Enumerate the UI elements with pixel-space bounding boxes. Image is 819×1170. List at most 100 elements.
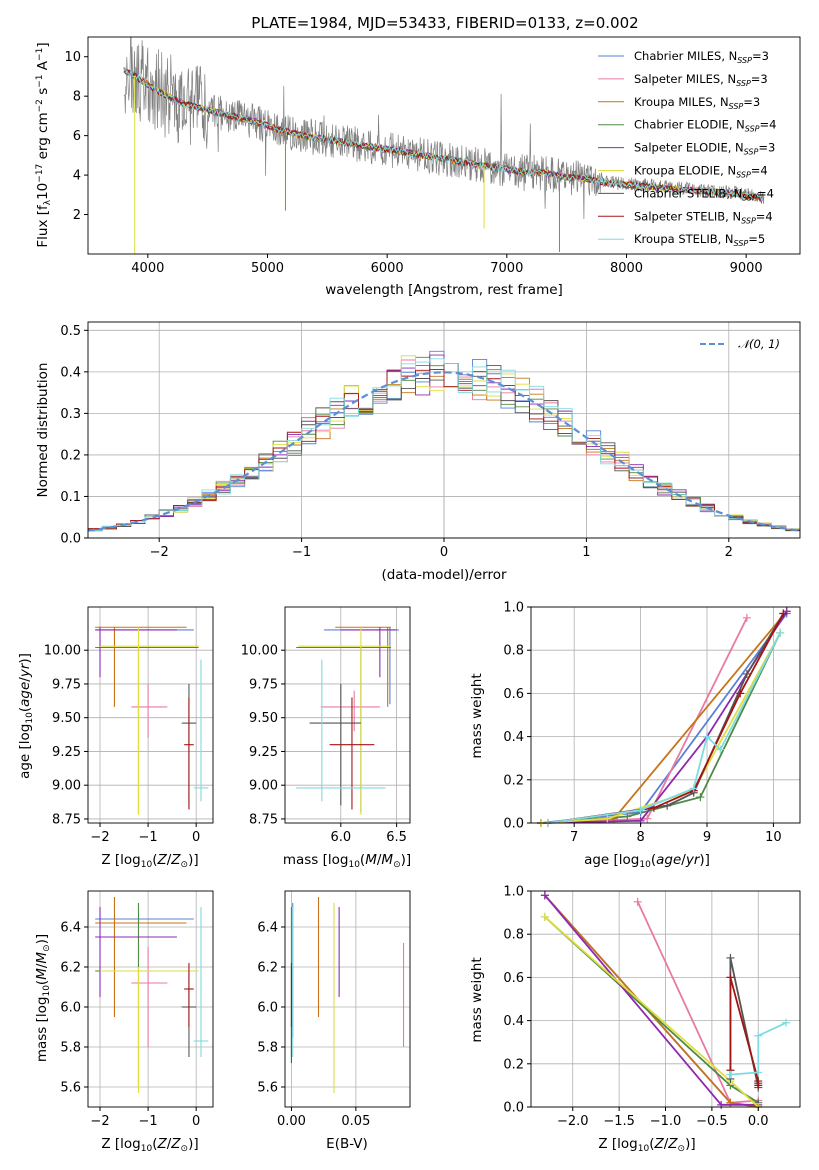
mass-weight-line bbox=[547, 613, 785, 824]
x-tick-label: 0 bbox=[192, 1114, 200, 1129]
mass-weight-line bbox=[547, 613, 785, 824]
y-tick-label: 9.50 bbox=[249, 711, 278, 726]
y-tick-label: 0.0 bbox=[503, 1101, 524, 1116]
mass-weight-line bbox=[540, 617, 748, 824]
y-tick-label: 8 bbox=[73, 90, 81, 105]
mass-z-ylabel: mass [log10(M/M⊙)] bbox=[34, 934, 52, 1062]
x-tick-label: −0.5 bbox=[696, 1114, 728, 1129]
mass-weight-line bbox=[547, 632, 781, 824]
age-z-ylabel: age [log10(age/yr)] bbox=[17, 653, 35, 779]
mass-weight-marker bbox=[643, 814, 652, 823]
y-tick-label: 0.4 bbox=[503, 1014, 524, 1029]
y-tick-label: 6.0 bbox=[60, 1001, 81, 1016]
observed-spectrum-line bbox=[123, 37, 765, 220]
y-tick-label: 0.6 bbox=[503, 971, 524, 986]
y-tick-label: 10 bbox=[64, 50, 81, 65]
grid bbox=[531, 890, 800, 1108]
x-tick-label: 6.0 bbox=[330, 830, 351, 845]
mass-weight-line bbox=[544, 916, 759, 1108]
normal-legend-label: 𝒩(0, 1) bbox=[738, 337, 780, 351]
legend-label: Kroupa STELIB, NSSP=5 bbox=[634, 232, 765, 248]
mass-weight-line bbox=[544, 894, 759, 1108]
spectrum-xlabel: wavelength [Angstrom, rest frame] bbox=[325, 282, 563, 298]
mw-age-ylabel: mass weight bbox=[469, 673, 485, 758]
model-spectrum-line bbox=[123, 67, 763, 201]
x-tick-label: 6.5 bbox=[386, 830, 407, 845]
residuals-ylabel: Normed distribution bbox=[35, 363, 51, 498]
age_vs_mass-panel: 6.0 6.5 8.75 9.00 9.25 9.50 9.75 10.00 bbox=[241, 606, 411, 845]
model-spectrum-line bbox=[123, 67, 764, 203]
x-tick-label: −2 bbox=[90, 830, 109, 845]
y-tick-label: 1.0 bbox=[503, 601, 524, 616]
legend-label: Chabrier STELIB, NSSP=4 bbox=[634, 186, 774, 202]
y-tick-label: 9.25 bbox=[249, 745, 278, 760]
legend-label: Salpeter MILES, NSSP=3 bbox=[634, 72, 768, 88]
ebv-xlabel: E(B-V) bbox=[326, 1136, 368, 1152]
x-tick-label: 6000 bbox=[371, 261, 404, 276]
y-tick-label: 9.25 bbox=[52, 745, 81, 760]
y-tick-label: 4 bbox=[73, 169, 81, 184]
y-tick-label: 0.1 bbox=[60, 490, 81, 505]
model-spectrum-line bbox=[123, 67, 764, 202]
x-tick-label: 5000 bbox=[251, 261, 284, 276]
y-tick-label: 6.4 bbox=[60, 921, 81, 936]
legend-label: Salpeter ELODIE, NSSP=3 bbox=[634, 141, 775, 157]
x-tick-label: 0.0 bbox=[748, 1114, 769, 1129]
axes-frame bbox=[87, 890, 214, 1108]
mass-weight-marker bbox=[689, 784, 698, 793]
mass-weight-marker bbox=[742, 669, 751, 678]
residuals-axes-frame bbox=[87, 321, 801, 539]
age-mass-xlabel: mass [log10(M/M⊙)] bbox=[283, 852, 411, 870]
y-tick-label: 9.50 bbox=[52, 711, 81, 726]
mass-weight-marker bbox=[726, 1070, 735, 1079]
x-tick-label: 8000 bbox=[610, 261, 643, 276]
y-tick-label: 0.2 bbox=[503, 773, 524, 788]
mass-weight-marker bbox=[540, 891, 549, 900]
mass-weight-marker bbox=[636, 806, 645, 815]
y-tick-label: 0.8 bbox=[503, 928, 524, 943]
x-tick-label: 4000 bbox=[131, 261, 164, 276]
mass-weight-marker bbox=[754, 1031, 763, 1040]
mass-weight-marker bbox=[696, 793, 705, 802]
y-tick-label: 6.0 bbox=[257, 1001, 278, 1016]
spectrum-ylabel: Flux [fλ10−17 erg cm−2 s−1 A−1] bbox=[35, 42, 53, 247]
legend-label: Chabrier ELODIE, NSSP=4 bbox=[634, 118, 776, 134]
residual-histogram bbox=[88, 368, 800, 531]
y-tick-label: 6.2 bbox=[257, 961, 278, 976]
mw-z-xlabel: Z [log10(Z/Z⊙)] bbox=[598, 1136, 695, 1154]
mass-weight-line bbox=[540, 632, 781, 824]
y-tick-label: 0.0 bbox=[60, 532, 81, 547]
mass-weight-marker bbox=[633, 897, 642, 906]
grid bbox=[88, 607, 213, 823]
y-tick-label: 6.4 bbox=[257, 921, 278, 936]
mass-weight-marker bbox=[776, 628, 785, 637]
mass-weight-marker bbox=[623, 812, 632, 821]
mass-weight-marker bbox=[742, 613, 751, 622]
mass-weight-marker bbox=[782, 1018, 791, 1027]
y-tick-label: 0.6 bbox=[503, 687, 524, 702]
y-tick-label: 0.4 bbox=[503, 730, 524, 745]
legend-label: Kroupa ELODIE, NSSP=4 bbox=[634, 164, 768, 180]
x-tick-label: −1 bbox=[139, 1114, 158, 1129]
mass-weight-marker bbox=[540, 912, 549, 921]
residual-histogram bbox=[88, 355, 800, 531]
model-spectrum-line bbox=[123, 69, 764, 202]
model-spectrum-line bbox=[123, 67, 764, 202]
mass-weight-marker bbox=[754, 1068, 763, 1077]
x-tick-label: 0.05 bbox=[341, 1114, 370, 1129]
spectrum-panel: PLATE=1984, MJD=53433, FIBERID=0133, z=0… bbox=[35, 14, 801, 298]
x-tick-label: 1 bbox=[582, 545, 590, 560]
mass-weight-marker bbox=[779, 609, 788, 618]
y-tick-label: 8.75 bbox=[249, 812, 278, 827]
mw-z-ylabel: mass weight bbox=[469, 957, 485, 1042]
y-tick-label: 6 bbox=[73, 129, 81, 144]
y-tick-label: 5.8 bbox=[257, 1041, 278, 1056]
legend-label: Kroupa MILES, NSSP=3 bbox=[634, 95, 760, 111]
y-tick-label: 5.6 bbox=[60, 1081, 81, 1096]
y-tick-label: 2 bbox=[73, 208, 81, 223]
y-tick-label: 0.5 bbox=[60, 324, 81, 339]
residuals-xlabel: (data-model)/error bbox=[381, 567, 507, 583]
mass-weight-marker bbox=[754, 1081, 763, 1090]
mass-weight-marker bbox=[736, 689, 745, 698]
axes-frame bbox=[530, 606, 801, 824]
